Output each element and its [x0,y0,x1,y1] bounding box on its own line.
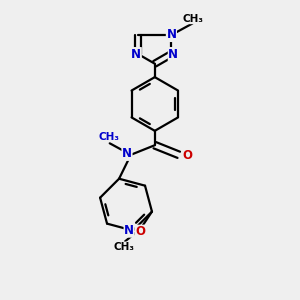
Text: N: N [122,147,132,160]
Text: N: N [167,28,176,41]
Text: CH₃: CH₃ [114,242,135,252]
Text: O: O [136,225,146,238]
Text: N: N [124,224,134,237]
Text: O: O [182,149,192,162]
Text: CH₃: CH₃ [98,132,119,142]
Text: N: N [168,48,178,61]
Text: N: N [131,48,141,61]
Text: CH₃: CH₃ [183,14,204,24]
